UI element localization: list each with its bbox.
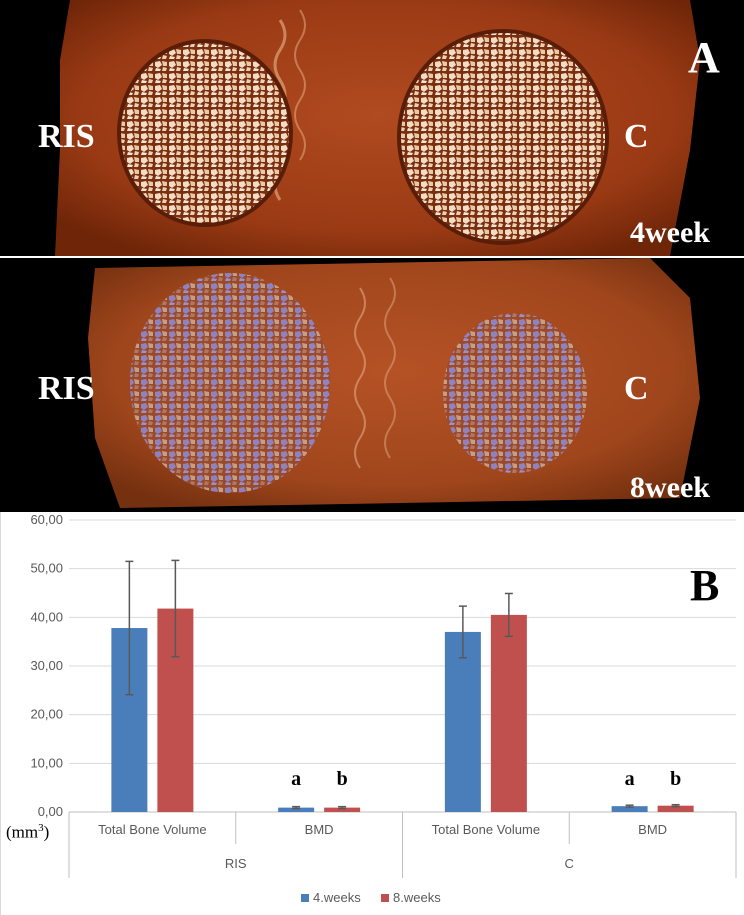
category-label: BMD <box>638 822 667 837</box>
category-label: BMD <box>305 822 334 837</box>
panel-b-letter: B <box>690 561 720 610</box>
timepoint-8week-label: 8week <box>630 471 710 504</box>
significance-label: a <box>291 768 301 790</box>
bar <box>657 805 694 812</box>
microct-panel-4week: A RIS C 4week <box>0 0 744 256</box>
panel-a-letter: A <box>688 33 720 82</box>
category-label: Total Bone Volume <box>432 822 540 837</box>
legend-swatch <box>301 894 309 902</box>
bar <box>611 806 648 812</box>
y-tick-label: 50,00 <box>30 561 63 576</box>
y-tick-label: 40,00 <box>30 609 63 624</box>
microct-image-4week <box>55 0 700 256</box>
y-tick-label: 60,00 <box>30 512 63 527</box>
bar <box>278 807 315 812</box>
timepoint-4week-label: 4week <box>630 216 710 249</box>
unit-prefix: (mm <box>6 822 39 842</box>
c-label-4week: C <box>624 118 649 155</box>
c-label-8week: C <box>624 370 649 407</box>
y-tick-label: 20,00 <box>30 707 63 722</box>
y-tick-label: 10,00 <box>30 755 63 770</box>
category-label: Total Bone Volume <box>98 822 206 837</box>
significance-label: a <box>625 768 635 790</box>
significance-label: b <box>670 768 681 790</box>
microct-panel-8week: RIS C 8week <box>0 258 744 512</box>
group-label: C <box>565 856 574 871</box>
panel-divider <box>0 256 744 258</box>
ris-label-4week: RIS <box>38 118 95 155</box>
bar <box>324 807 361 812</box>
unit-superscript: 3 <box>38 822 44 834</box>
bar-chart: 0,00 10,00 20,00 30,00 40,00 50,00 60,00 Total … <box>30 512 737 905</box>
legend-label: 4.weeks <box>313 890 361 905</box>
bar <box>490 614 527 812</box>
y-tick-label: 0,00 <box>38 804 63 819</box>
y-tick-label: 30,00 <box>30 658 63 673</box>
y-axis-unit-label: (mm3) <box>6 822 49 843</box>
unit-suffix: ) <box>43 822 50 842</box>
bar-chart-panel: 0,00 10,00 20,00 30,00 40,00 50,00 60,00 Total … <box>0 512 744 915</box>
significance-label: b <box>337 768 348 790</box>
bar <box>444 631 481 812</box>
ris-label-8week: RIS <box>38 370 95 407</box>
group-label: RIS <box>225 856 247 871</box>
microct-image-8week <box>88 258 700 508</box>
legend-label: 8.weeks <box>393 890 441 905</box>
legend-swatch <box>381 894 389 902</box>
